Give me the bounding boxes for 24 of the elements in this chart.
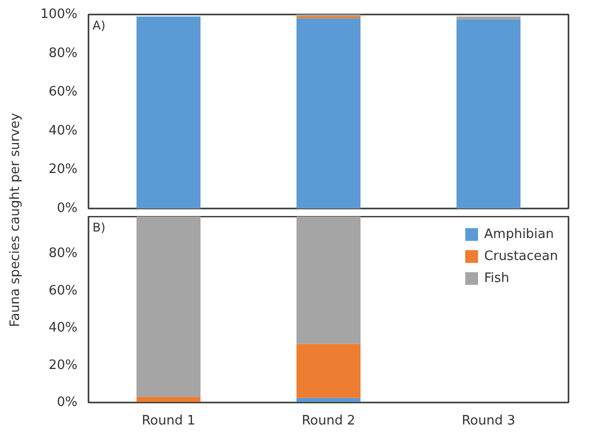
y-tick-label: 20% (48, 358, 78, 373)
annotation: B) (92, 220, 106, 234)
bar (296, 344, 360, 398)
legend-label: Crustacean (484, 248, 558, 264)
y-tick-label: 80% (48, 46, 78, 61)
y-tick-label: 0% (56, 201, 78, 216)
legend-label: Amphibian (484, 226, 554, 242)
y-tick-label: 80% (48, 246, 78, 262)
x-tick-label: Round 3 (462, 414, 516, 428)
x-tick-label: Round 2 (302, 414, 356, 428)
bar (136, 396, 200, 402)
y-tick-label: 60% (48, 84, 78, 100)
bar (136, 216, 200, 397)
annotation: A) (92, 18, 106, 32)
bar (296, 216, 360, 344)
y-tick-label: 0% (56, 395, 78, 410)
y-axis-title: Fauna species caught per survey (8, 112, 23, 328)
x-tick-label: Round 1 (142, 414, 196, 428)
y-tick-label: 40% (48, 123, 78, 138)
y-tick-label: 40% (48, 320, 78, 336)
y-tick-label: 100% (40, 7, 78, 22)
y-tick-label: 60% (48, 283, 78, 298)
legend-label: Fish (484, 270, 510, 286)
y-tick-label: 20% (48, 162, 78, 178)
